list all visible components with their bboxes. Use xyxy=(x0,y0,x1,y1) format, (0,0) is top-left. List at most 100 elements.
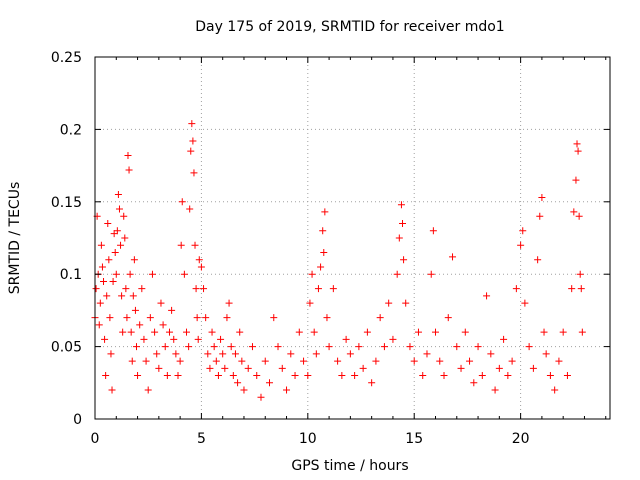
data-point xyxy=(221,364,229,372)
data-point xyxy=(225,299,233,307)
data-point xyxy=(124,151,132,159)
data-point xyxy=(238,357,246,365)
data-point xyxy=(107,350,115,358)
data-point xyxy=(491,386,499,394)
data-point xyxy=(395,234,403,242)
data-point xyxy=(410,357,418,365)
axis-ticks xyxy=(94,56,610,420)
data-point xyxy=(308,270,316,278)
data-point xyxy=(283,386,291,394)
data-point xyxy=(453,343,461,351)
data-point xyxy=(423,350,431,358)
data-point xyxy=(573,140,581,148)
data-point xyxy=(210,343,218,351)
data-point xyxy=(231,350,239,358)
data-point xyxy=(261,357,269,365)
data-point xyxy=(136,321,144,329)
data-point xyxy=(115,205,123,213)
chart-title: Day 175 of 2019, SRMTID for receiver mdo… xyxy=(195,19,504,35)
data-point xyxy=(200,285,208,293)
y-tick-label: 0.25 xyxy=(51,50,82,66)
data-point xyxy=(570,208,578,216)
data-point xyxy=(278,364,286,372)
data-point xyxy=(197,263,205,271)
data-point xyxy=(234,379,242,387)
data-point xyxy=(163,372,171,380)
data-point xyxy=(534,256,542,264)
data-point xyxy=(329,285,337,293)
y-axis-label: SRMTID / TECUs xyxy=(7,182,23,295)
data-point xyxy=(97,241,105,249)
data-point xyxy=(376,314,384,322)
data-point xyxy=(153,350,161,358)
y-tick-label: 0.1 xyxy=(60,267,82,283)
data-point xyxy=(142,357,150,365)
data-point xyxy=(414,328,422,336)
y-tick-label: 0.15 xyxy=(51,195,82,211)
data-point xyxy=(429,227,437,235)
data-point xyxy=(300,357,308,365)
data-point xyxy=(495,364,503,372)
data-point xyxy=(474,343,482,351)
data-point xyxy=(444,314,452,322)
data-point xyxy=(120,212,128,220)
data-point xyxy=(368,379,376,387)
data-point xyxy=(92,285,100,293)
data-point xyxy=(131,306,139,314)
x-axis-label: GPS time / hours xyxy=(291,458,408,474)
x-tick-label: 0 xyxy=(91,431,100,447)
data-point xyxy=(325,343,333,351)
data-point xyxy=(551,386,559,394)
data-point xyxy=(536,212,544,220)
data-point xyxy=(101,335,109,343)
data-point xyxy=(559,328,567,336)
data-point xyxy=(257,393,265,401)
x-tick-label: 20 xyxy=(512,431,530,447)
data-point xyxy=(140,335,148,343)
data-point xyxy=(291,372,299,380)
data-point xyxy=(274,343,282,351)
data-point xyxy=(114,191,122,199)
data-point xyxy=(130,256,138,264)
grid-lines xyxy=(95,57,610,419)
data-point xyxy=(187,147,195,155)
data-point xyxy=(240,386,248,394)
data-point xyxy=(319,227,327,235)
data-point xyxy=(440,372,448,380)
data-point xyxy=(188,120,196,128)
data-point xyxy=(457,364,465,372)
data-point xyxy=(193,314,201,322)
data-point xyxy=(393,270,401,278)
data-point xyxy=(103,292,111,300)
data-point xyxy=(304,372,312,380)
data-point xyxy=(295,328,303,336)
data-point xyxy=(178,198,186,206)
data-point xyxy=(104,220,112,228)
data-point xyxy=(508,357,516,365)
data-point xyxy=(119,328,127,336)
y-tick-label: 0 xyxy=(73,412,82,428)
data-point xyxy=(113,227,121,235)
data-point xyxy=(206,364,214,372)
data-point xyxy=(144,386,152,394)
data-point xyxy=(127,328,135,336)
data-point xyxy=(400,256,408,264)
data-point xyxy=(195,256,203,264)
data-point xyxy=(186,205,194,213)
data-point xyxy=(122,285,130,293)
data-point xyxy=(320,248,328,256)
data-point xyxy=(385,299,393,307)
data-point xyxy=(478,372,486,380)
data-point xyxy=(317,263,325,271)
data-point xyxy=(338,372,346,380)
data-point xyxy=(102,372,110,380)
data-point xyxy=(397,201,405,209)
y-tick-label: 0.2 xyxy=(60,122,82,138)
data-point xyxy=(323,314,331,322)
data-point xyxy=(165,328,173,336)
data-point xyxy=(470,379,478,387)
data-point xyxy=(519,227,527,235)
x-tick-label: 10 xyxy=(299,431,317,447)
